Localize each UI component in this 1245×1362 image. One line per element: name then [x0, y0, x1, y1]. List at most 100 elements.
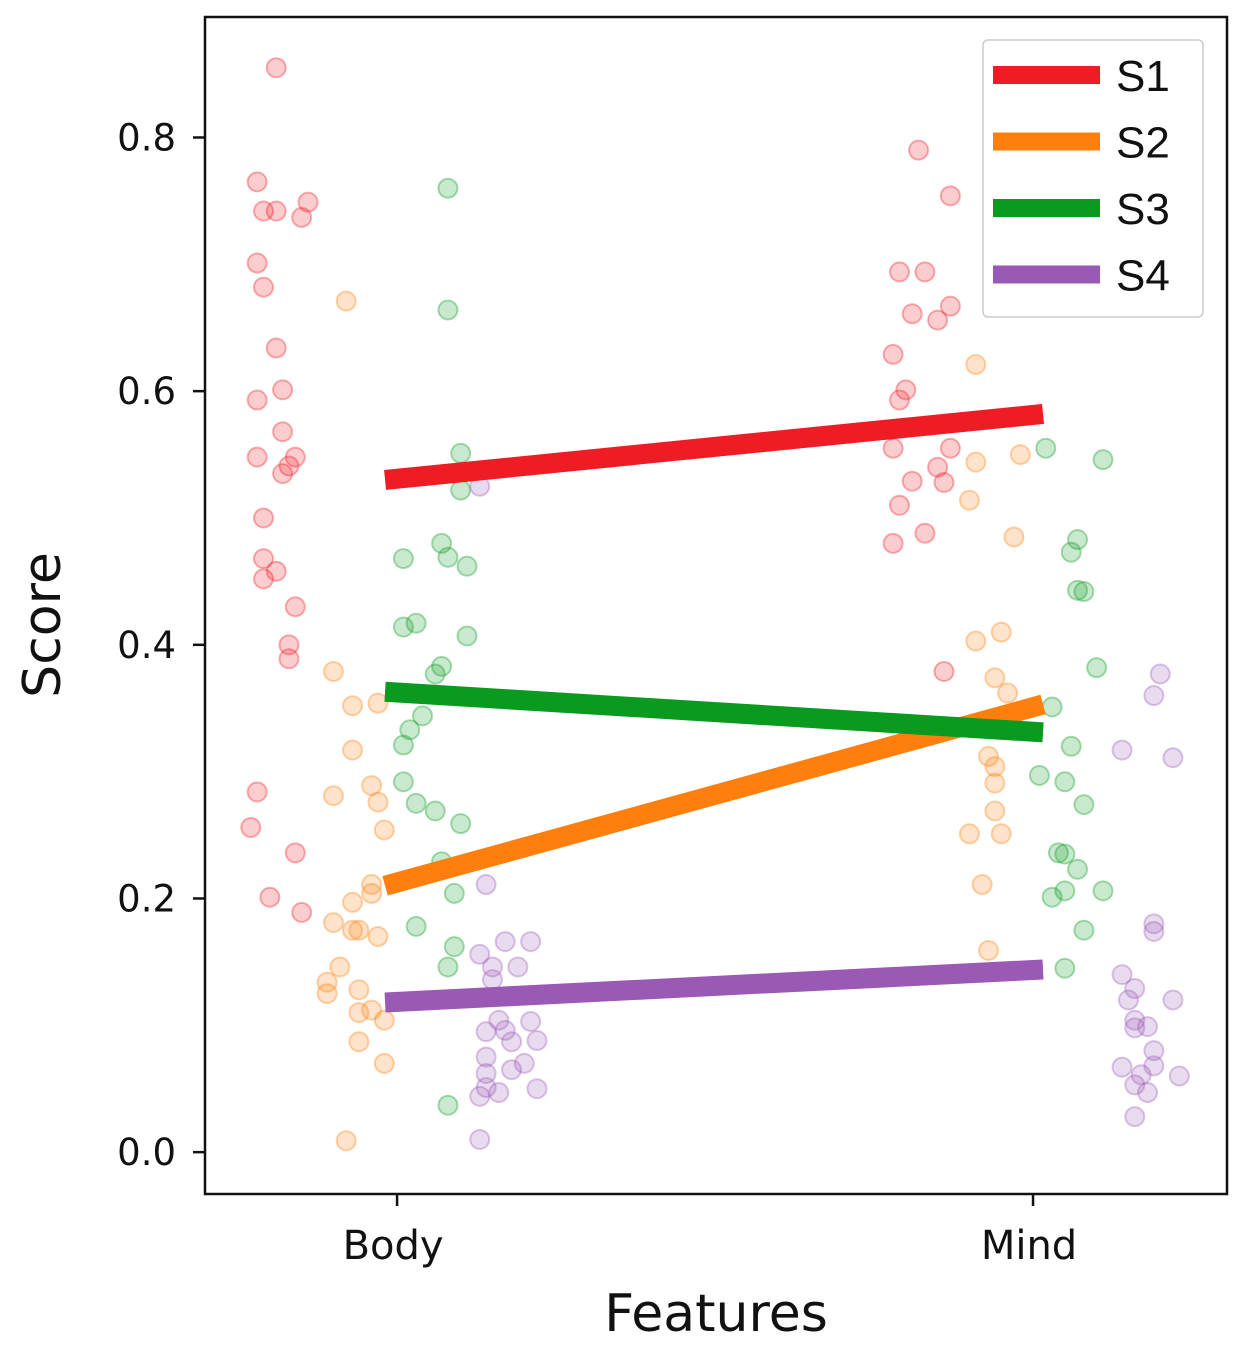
scatter-points — [240, 57, 1190, 1152]
point-S3 — [424, 663, 446, 685]
point-S1 — [888, 389, 910, 411]
point-S2 — [958, 489, 980, 511]
point-S1 — [253, 507, 275, 529]
point-S3 — [1035, 437, 1057, 459]
point-S1 — [882, 343, 904, 365]
point-S1 — [253, 276, 275, 298]
point-S2 — [984, 800, 1006, 822]
point-S3 — [456, 555, 478, 577]
point-S3 — [437, 177, 459, 199]
point-S4 — [488, 1082, 510, 1104]
point-S2 — [958, 823, 980, 845]
point-S4 — [481, 969, 503, 991]
point-S1 — [278, 648, 300, 670]
point-S3 — [1086, 657, 1108, 679]
point-S1 — [291, 901, 313, 923]
point-S4 — [1124, 978, 1146, 1000]
point-S4 — [526, 1078, 548, 1100]
point-S3 — [437, 1094, 459, 1116]
trend-line-S1 — [384, 404, 1045, 490]
point-S4 — [1143, 1040, 1165, 1062]
point-S4 — [1143, 685, 1165, 707]
point-S1 — [272, 379, 294, 401]
point-S2 — [1009, 444, 1031, 466]
point-S2 — [361, 882, 383, 904]
point-S4 — [469, 943, 491, 965]
x-axis-label: Features — [604, 1284, 828, 1344]
point-S2 — [978, 939, 1000, 961]
point-S3 — [1054, 880, 1076, 902]
point-S3 — [1092, 449, 1114, 471]
y-axis: 0.0 0.2 0.4 0.6 0.8 — [117, 116, 205, 1174]
legend-label-S2: S2 — [1116, 119, 1170, 168]
point-S1 — [265, 57, 287, 79]
trend-line-S3 — [384, 681, 1044, 743]
point-S3 — [392, 771, 414, 793]
point-S2 — [373, 1052, 395, 1074]
y-tick-label: 0.6 — [117, 370, 176, 413]
point-S3 — [456, 625, 478, 647]
trend-lines — [382, 404, 1046, 1013]
point-S3 — [392, 734, 414, 756]
point-S4 — [1168, 1065, 1190, 1087]
point-S3 — [1067, 529, 1089, 551]
point-S4 — [488, 1009, 510, 1031]
point-S2 — [361, 775, 383, 797]
point-S1 — [901, 470, 923, 492]
x-tick-label: Mind — [981, 1223, 1077, 1269]
point-S3 — [1060, 541, 1082, 563]
point-S4 — [1137, 1082, 1159, 1104]
point-S2 — [335, 1130, 357, 1152]
point-S4 — [1162, 747, 1184, 769]
point-S2 — [316, 983, 338, 1005]
point-S1 — [895, 379, 917, 401]
point-S2 — [322, 660, 344, 682]
point-S4 — [1137, 1016, 1159, 1038]
point-S4 — [475, 1076, 497, 1098]
point-S4 — [1124, 1017, 1146, 1039]
point-S3 — [1067, 579, 1089, 601]
point-S4 — [1111, 964, 1133, 986]
point-S1 — [246, 171, 268, 193]
point-S2 — [965, 630, 987, 652]
point-S1 — [246, 781, 268, 803]
point-S2 — [373, 1009, 395, 1031]
point-S1 — [284, 446, 306, 468]
point-S3 — [392, 548, 414, 570]
point-S4 — [526, 1030, 548, 1052]
point-S1 — [253, 200, 275, 222]
y-tick-label: 0.0 — [117, 1131, 176, 1174]
x-axis: Body Mind — [343, 1194, 1077, 1269]
point-S4 — [1130, 1064, 1152, 1086]
point-S1 — [927, 309, 949, 331]
point-S2 — [990, 621, 1012, 643]
point-S4 — [501, 1031, 523, 1053]
point-S3 — [405, 915, 427, 937]
point-S2 — [335, 290, 357, 312]
point-S2 — [348, 979, 370, 1001]
point-S2 — [373, 819, 395, 841]
point-S3 — [1054, 843, 1076, 865]
point-S2 — [348, 919, 370, 941]
y-axis-label: Score — [13, 552, 73, 698]
point-S1 — [278, 455, 300, 477]
point-S2 — [342, 695, 364, 717]
point-S2 — [367, 692, 389, 714]
point-S1 — [914, 522, 936, 544]
point-S3 — [431, 655, 453, 677]
y-tick-label: 0.4 — [117, 624, 176, 667]
point-S1 — [284, 596, 306, 618]
point-S1 — [888, 261, 910, 283]
point-S4 — [1162, 989, 1184, 1011]
point-S1 — [888, 494, 910, 516]
point-S4 — [1143, 913, 1165, 935]
point-S4 — [520, 1011, 542, 1033]
legend-label-S4: S4 — [1116, 252, 1170, 301]
legend-label-S1: S1 — [1116, 52, 1170, 101]
point-S4 — [513, 1052, 535, 1074]
point-S1 — [297, 191, 319, 213]
point-S4 — [1111, 1056, 1133, 1078]
point-S3 — [1041, 886, 1063, 908]
point-S3 — [1073, 581, 1095, 603]
